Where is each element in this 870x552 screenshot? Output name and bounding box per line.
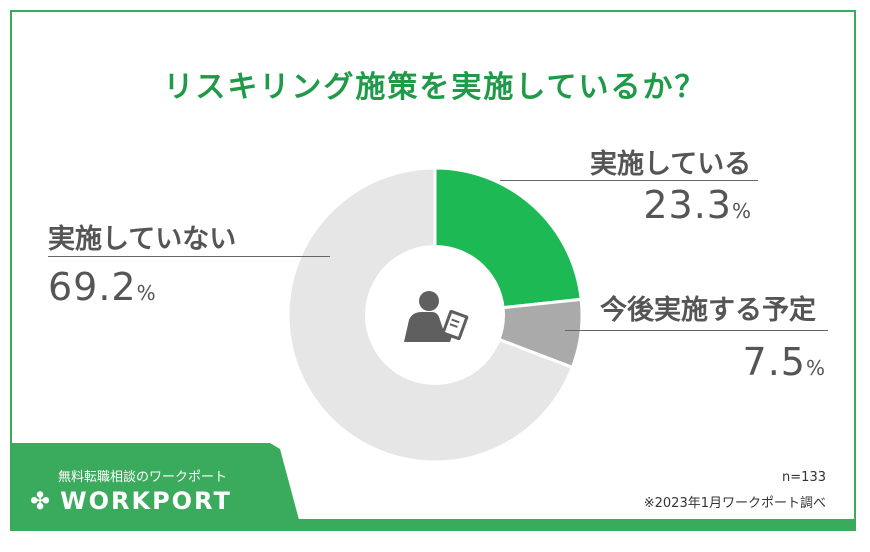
slice-label-1: 今後実施する予定 xyxy=(600,295,816,326)
slice-label-2: 実施していない xyxy=(48,224,237,255)
leader-line-2 xyxy=(48,256,330,257)
leader-line-0 xyxy=(500,180,758,181)
slice-value-2: 69.2% xyxy=(48,265,157,309)
person-writing-icon xyxy=(404,291,469,342)
footer-brand-panel xyxy=(10,443,302,531)
slice-label-0: 実施している xyxy=(590,149,752,180)
slice-value-0: 23.3% xyxy=(643,183,752,227)
chart-title: リスキリング施策を実施しているか？ xyxy=(163,70,707,105)
sample-size: n=133 xyxy=(782,470,826,485)
tagline: 無料転職相談のワークポート xyxy=(58,470,228,485)
logo-text: WORKPORT xyxy=(60,487,232,515)
slice-value-1: 7.5% xyxy=(742,340,826,384)
workport-logo: ✤ WORKPORT xyxy=(30,487,232,515)
leader-line-1 xyxy=(565,330,828,331)
clover-icon: ✤ xyxy=(30,487,53,515)
source-note: ※2023年1月ワークポート調べ xyxy=(643,496,826,511)
